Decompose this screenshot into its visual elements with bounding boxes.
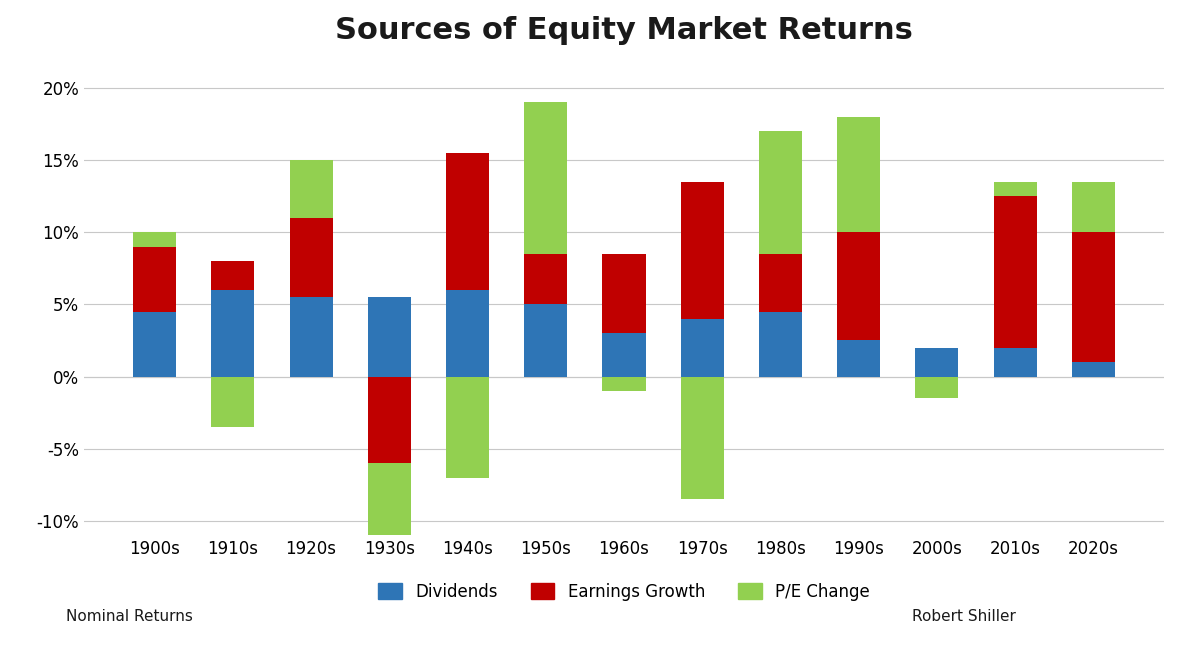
Bar [133, 247, 176, 311]
Bar [133, 232, 176, 247]
Bar [446, 153, 490, 290]
Bar [367, 463, 410, 557]
Bar [1072, 362, 1115, 377]
Bar [838, 116, 881, 232]
Bar [602, 254, 646, 333]
Bar [446, 290, 490, 377]
Bar [680, 182, 724, 319]
Bar [133, 311, 176, 377]
Bar [211, 261, 254, 290]
Bar [680, 377, 724, 500]
Bar [758, 131, 802, 254]
Bar [758, 254, 802, 311]
Bar [994, 182, 1037, 196]
Bar [994, 347, 1037, 377]
Bar [838, 232, 881, 340]
Bar [602, 333, 646, 377]
Bar [994, 196, 1037, 347]
Title: Sources of Equity Market Returns: Sources of Equity Market Returns [335, 16, 913, 45]
Bar [524, 254, 568, 304]
Bar [289, 297, 332, 377]
Bar [758, 311, 802, 377]
Bar [916, 377, 959, 398]
Bar [602, 377, 646, 391]
Bar [289, 160, 332, 217]
Bar [1072, 182, 1115, 232]
Bar [211, 290, 254, 377]
Bar [367, 377, 410, 463]
Bar [1072, 232, 1115, 362]
Bar [367, 297, 410, 377]
Legend: Dividends, Earnings Growth, P/E Change: Dividends, Earnings Growth, P/E Change [378, 583, 870, 601]
Bar [524, 304, 568, 377]
Bar [289, 217, 332, 297]
Bar [838, 340, 881, 377]
Bar [916, 347, 959, 377]
Text: Robert Shiller: Robert Shiller [912, 609, 1016, 624]
Bar [446, 377, 490, 478]
Bar [211, 377, 254, 427]
Bar [680, 319, 724, 377]
Bar [524, 102, 568, 254]
Text: Nominal Returns: Nominal Returns [66, 609, 193, 624]
